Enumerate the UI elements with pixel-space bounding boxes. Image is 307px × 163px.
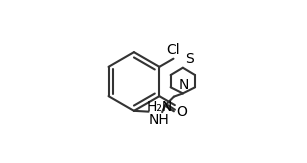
Text: H₂N: H₂N (147, 100, 173, 114)
Text: S: S (185, 52, 194, 66)
Text: O: O (176, 105, 187, 119)
Text: NH: NH (149, 113, 170, 127)
Text: N: N (179, 78, 189, 92)
Text: Cl: Cl (166, 43, 180, 57)
